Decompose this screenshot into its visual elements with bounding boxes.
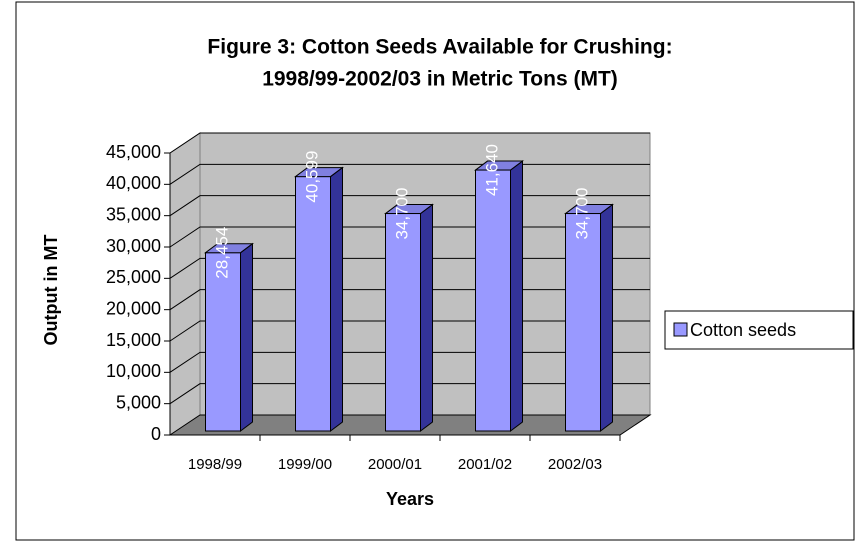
bar-side — [510, 160, 523, 432]
y-tick-label: 35,000 — [106, 204, 161, 224]
y-tick-label: 20,000 — [106, 298, 161, 318]
y-tick-label: 10,000 — [106, 361, 161, 381]
x-axis-title: Years — [386, 489, 434, 509]
bar — [204, 242, 254, 432]
chart-title: 1998/99-2002/03 in Metric Tons (MT) — [262, 68, 618, 91]
bar-top — [564, 204, 614, 215]
bar — [564, 203, 614, 432]
x-tick-label: 1998/99 — [188, 456, 242, 473]
x-tick-label: 2002/03 — [548, 456, 602, 473]
bar-front — [565, 213, 601, 432]
x-tick-label: 1999/00 — [278, 456, 332, 473]
x-tick-label: 2001/02 — [458, 456, 512, 473]
bar — [474, 160, 524, 432]
y-axis-title: Output in MT — [41, 235, 61, 346]
value-label: 41,640 — [482, 144, 501, 196]
bar-front — [385, 213, 421, 432]
bar-top — [294, 167, 344, 178]
chart-title: Figure 3: Cotton Seeds Available for Cru… — [207, 36, 672, 59]
value-label: 40,599 — [302, 151, 321, 203]
y-tick-label: 40,000 — [106, 173, 161, 193]
value-label: 34,700 — [392, 188, 411, 240]
y-tick-label: 15,000 — [106, 330, 161, 350]
bar-side — [240, 242, 253, 432]
legend-swatch — [673, 322, 688, 337]
bar — [384, 203, 434, 432]
y-tick-label: 25,000 — [106, 267, 161, 287]
bar-front — [295, 176, 331, 432]
bar-side — [330, 166, 343, 432]
x-tick-label: 2000/01 — [368, 456, 422, 473]
grid-line — [169, 132, 650, 154]
legend-label: Cotton seeds — [690, 320, 796, 340]
bar — [294, 166, 344, 432]
y-tick-label: 0 — [151, 424, 161, 444]
value-label: 28,454 — [212, 227, 231, 279]
value-label: 34,700 — [572, 188, 591, 240]
legend-box — [664, 310, 854, 350]
bar-top — [474, 160, 524, 171]
bar-side — [420, 203, 433, 432]
side-wall — [169, 132, 201, 436]
bar-side — [600, 203, 613, 432]
y-tick-label: 5,000 — [116, 392, 161, 412]
bar-top — [384, 204, 434, 215]
bar-front — [205, 252, 241, 432]
bar-top — [204, 243, 254, 254]
bar-front — [475, 169, 511, 432]
y-tick-label: 30,000 — [106, 236, 161, 256]
y-tick-label: 45,000 — [106, 142, 161, 162]
